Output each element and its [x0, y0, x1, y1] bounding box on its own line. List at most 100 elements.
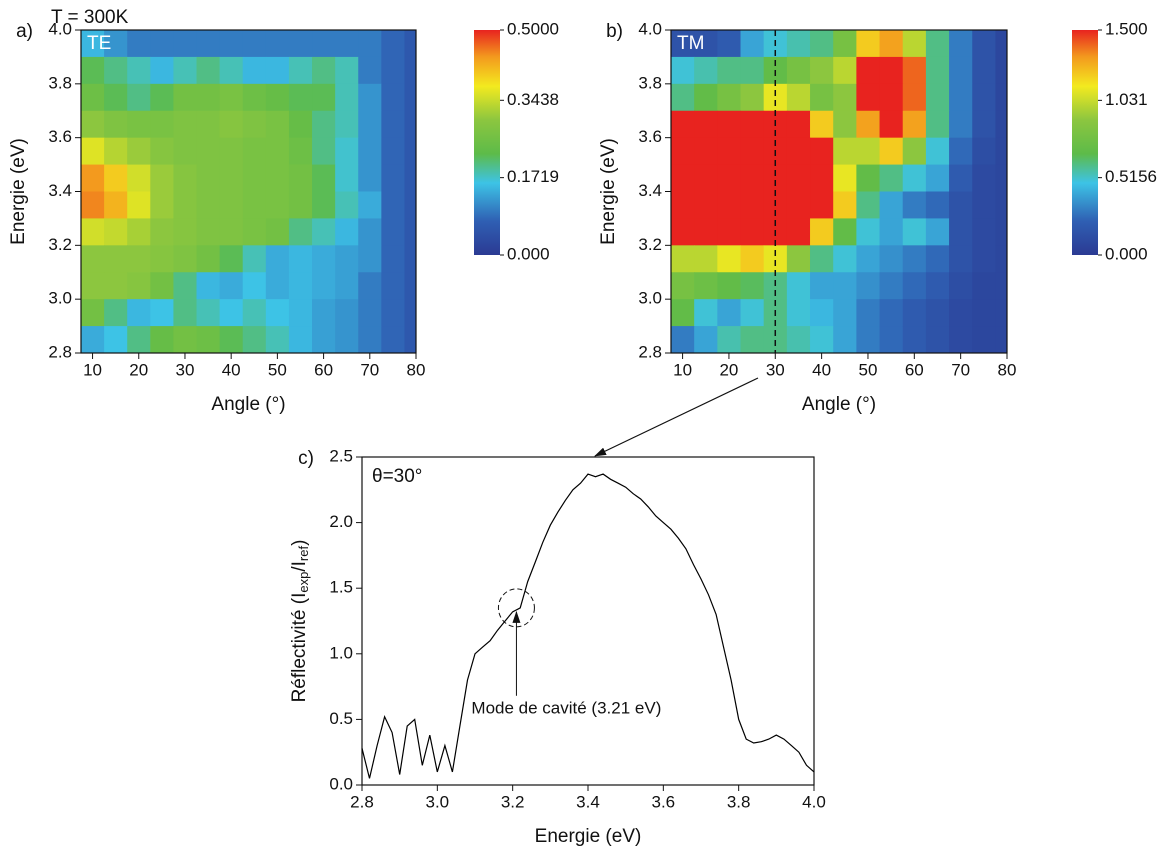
- heat-cell: [381, 30, 405, 58]
- heat-cell: [740, 191, 765, 219]
- x-tick-label: 30: [766, 360, 785, 379]
- heat-cell: [265, 218, 290, 246]
- heat-cell: [127, 30, 151, 58]
- heat-cell: [671, 30, 695, 58]
- annotation: T = 300K: [51, 7, 129, 28]
- heat-cell: [717, 218, 742, 246]
- heat-cell: [335, 164, 359, 192]
- x-tick-label: 80: [407, 360, 426, 379]
- heat-cell: [902, 110, 927, 139]
- heat-cell: [902, 56, 927, 85]
- heat-cell: [219, 245, 244, 273]
- heat-cell: [694, 30, 718, 58]
- x-tick-label: 3.2: [501, 792, 525, 811]
- heat-cell: [717, 191, 742, 219]
- heat-cell: [81, 272, 105, 300]
- heat-cell: [902, 272, 927, 300]
- heat-cell: [127, 326, 151, 353]
- x-tick-label: 30: [176, 360, 195, 379]
- heat-cell: [856, 83, 881, 112]
- heat-cell: [196, 83, 221, 112]
- heat-cell: [717, 164, 742, 192]
- heat-cell: [381, 83, 405, 112]
- heat-cell: [902, 164, 927, 192]
- heat-cell: [671, 110, 695, 139]
- panel-label: a): [16, 21, 33, 42]
- heat-cell: [219, 299, 244, 327]
- heat-cell: [242, 218, 267, 246]
- colorbar-tick-label: 0.5156: [1105, 167, 1157, 186]
- heat-cell: [879, 218, 904, 246]
- heat-cell: [833, 110, 857, 139]
- heat-cell: [104, 245, 128, 273]
- heat-cell: [312, 110, 336, 139]
- y-tick-label: 4.0: [48, 19, 72, 38]
- inset-label: TM: [677, 33, 704, 54]
- heat-cell: [265, 245, 290, 273]
- x-tick-label: 50: [268, 360, 287, 379]
- heat-cell: [127, 272, 151, 300]
- heat-cell: [972, 164, 996, 192]
- heat-cell: [879, 191, 904, 219]
- heat-cell: [358, 218, 382, 246]
- heat-cell: [150, 218, 174, 246]
- heat-cell: [219, 56, 244, 85]
- heat-cell: [740, 299, 765, 327]
- heat-cell: [717, 299, 742, 327]
- heat-cell: [404, 56, 416, 85]
- heat-cell: [925, 326, 950, 353]
- heat-cell: [879, 137, 904, 166]
- heat-cell: [381, 245, 405, 273]
- heat-cell: [312, 30, 336, 58]
- heat-cell: [786, 110, 811, 139]
- heat-cell: [740, 56, 765, 85]
- heat-cell: [335, 56, 359, 85]
- heat-cell: [242, 191, 267, 219]
- heat-cell: [81, 218, 105, 246]
- heat-cell: [833, 137, 857, 166]
- heat-cell: [312, 56, 336, 85]
- heat-cell: [196, 137, 221, 166]
- heat-cell: [150, 164, 174, 192]
- x-tick-label: 50: [859, 360, 878, 379]
- inset-label: TE: [87, 33, 111, 54]
- link-arrow: [594, 377, 759, 457]
- heat-cell: [995, 56, 1007, 85]
- heat-cell: [173, 299, 198, 327]
- heat-cell: [265, 164, 290, 192]
- heat-cell: [81, 137, 105, 166]
- heat-cell: [949, 83, 973, 112]
- heat-cell: [995, 218, 1007, 246]
- heat-cell: [404, 137, 416, 166]
- heat-cell: [786, 326, 811, 353]
- heat-cell: [265, 30, 290, 58]
- heat-cell: [671, 83, 695, 112]
- heat-cell: [856, 191, 881, 219]
- heat-cell: [173, 245, 198, 273]
- heat-cell: [242, 83, 267, 112]
- heat-cell: [740, 326, 765, 353]
- heat-cell: [810, 218, 834, 246]
- heat-cell: [404, 110, 416, 139]
- heat-cell: [671, 137, 695, 166]
- heat-cell: [104, 110, 128, 139]
- heat-cell: [196, 326, 221, 353]
- heat-cell: [335, 83, 359, 112]
- x-tick-label: 70: [360, 360, 379, 379]
- heat-cell: [173, 83, 198, 112]
- heat-cell: [995, 191, 1007, 219]
- y-axis-label-part: Réflectivité (I: [289, 593, 310, 703]
- heat-cell: [902, 218, 927, 246]
- heat-cell: [288, 137, 313, 166]
- heat-cell: [288, 110, 313, 139]
- heat-cell: [242, 56, 267, 85]
- heat-cell: [196, 30, 221, 58]
- heat-cell: [81, 30, 105, 58]
- heat-cell: [312, 326, 336, 353]
- heat-cell: [740, 245, 765, 273]
- heat-cell: [671, 326, 695, 353]
- heat-cell: [949, 56, 973, 85]
- heat-cell: [671, 56, 695, 85]
- y-tick-label: 0.5: [329, 709, 353, 728]
- y-tick-label: 3.2: [48, 235, 72, 254]
